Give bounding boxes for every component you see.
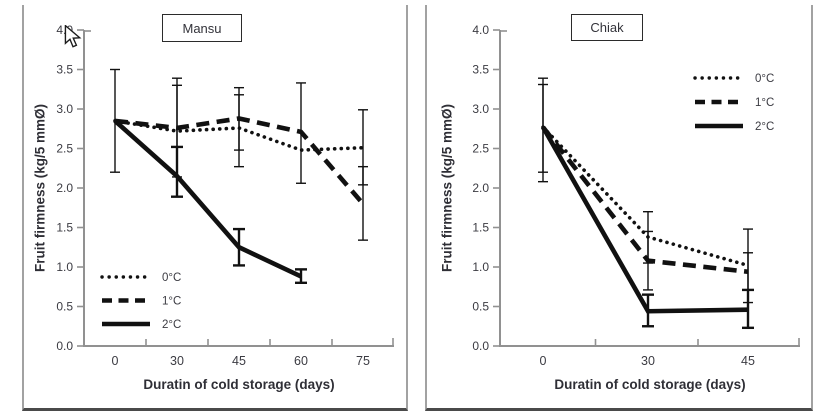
x-axis-label: Duratin of cold storage (days)	[143, 377, 335, 392]
y-tick-label: 0.5	[472, 300, 489, 314]
chart-title: Mansu	[182, 20, 222, 36]
x-tick-label: 30	[170, 354, 184, 368]
y-tick-label: 3.0	[56, 102, 73, 116]
error-bars-dotted	[538, 83, 753, 304]
x-tick-label: 45	[232, 354, 246, 368]
y-tick-label: 0.0	[56, 339, 73, 353]
legend-label: 0°C	[162, 272, 181, 284]
x-tick-label: 30	[641, 354, 655, 368]
chart-title: Chiak	[590, 20, 624, 35]
legend-label: 0°C	[755, 73, 774, 85]
x-axis-label: Duratin of cold storage (days)	[554, 377, 746, 392]
y-axis-label: Fruit firmness (kg/5 mmØ)	[439, 103, 455, 273]
y-tick-label: 0.0	[472, 339, 489, 353]
axes: 0.0 0.5 1.0 1.5 2.0 2.5 3.0 3.5 4.0 0 30 45	[472, 23, 800, 368]
legend-label: 2°C	[162, 319, 181, 331]
series-line-dashed	[541, 125, 749, 275]
chart-title-box: Chiak	[571, 14, 643, 41]
x-tick-label: 0	[540, 354, 547, 368]
legend: 0°C 1°C 2°C	[100, 272, 181, 331]
y-tick-label: 4.0	[472, 23, 489, 37]
mansu-chart-canvas: 0.00.51.01.52.02.53.03.54.00 30 45 60 750°C1…	[56, 23, 394, 368]
y-tick-label: 3.0	[472, 102, 489, 116]
y-tick-label: 1.5	[472, 221, 489, 235]
y-tick-label: 0.5	[56, 300, 73, 314]
series-line-solid	[113, 119, 302, 279]
y-tick-label: 2.5	[472, 142, 489, 156]
y-tick-label: 3.5	[472, 63, 489, 77]
y-tick-label: 1.5	[56, 221, 73, 235]
y-tick-label: 2.0	[472, 181, 489, 195]
series-line-dotted	[113, 119, 365, 152]
legend: 0°C 1°C 2°C	[693, 73, 774, 133]
chiak-chart-canvas: 0.0 0.5 1.0 1.5 2.0 2.5 3.0 3.5 4.0 0 30 45 0°C 1°C 2°…	[472, 23, 800, 368]
x-tick-label: 60	[294, 354, 308, 368]
series-line-dashed	[114, 116, 365, 206]
chart-panel-mansu: 0.0 0.5 1.0 1.5 2.0 2.5 3.0 3.5 4.0 0 30 45 60 75 0°C 1…	[22, 5, 408, 411]
y-tick-label: 2.5	[56, 142, 73, 156]
y-tick-label: 1.0	[472, 260, 489, 274]
y-tick-label: 3.5	[56, 63, 73, 77]
error-bars-solid	[171, 145, 307, 284]
error-bars-dotted	[172, 84, 368, 186]
series-line-dotted	[541, 125, 750, 268]
x-tick-label: 75	[356, 354, 370, 368]
chart-panel-chiak: 0.0 0.5 1.0 1.5 2.0 2.5 3.0 3.5 4.0 0 30 45 0°C 1°C 2°…	[425, 5, 813, 411]
axes: 0.00.51.01.52.02.53.03.54.00 30 45 60 75	[56, 23, 394, 368]
x-tick-label: 0	[112, 354, 119, 368]
y-axis-label: Fruit firmness (kg/5 mmØ)	[32, 103, 48, 273]
legend-label: 1°C	[162, 296, 181, 308]
y-tick-label: 2.0	[56, 181, 73, 195]
x-tick-label: 45	[741, 354, 755, 368]
legend-label: 1°C	[755, 97, 774, 109]
y-tick-label: 1.0	[56, 260, 73, 274]
mouse-cursor-icon	[64, 25, 82, 48]
legend-label: 2°C	[755, 121, 774, 133]
chart-title-box: Mansu	[162, 14, 242, 42]
series-line-solid	[541, 126, 749, 314]
